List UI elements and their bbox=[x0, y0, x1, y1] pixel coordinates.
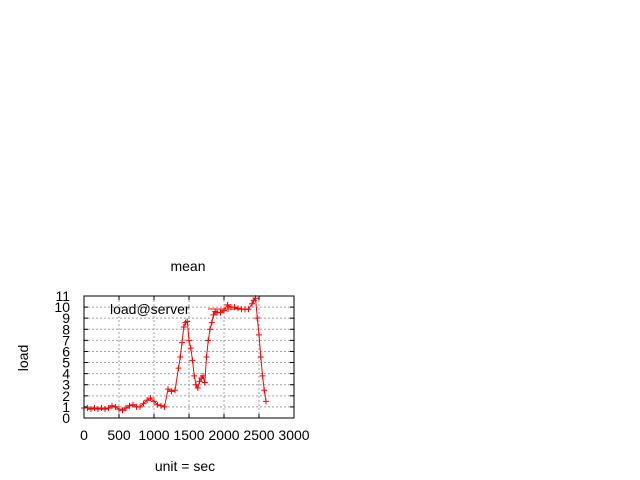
data-point bbox=[261, 387, 268, 394]
data-point bbox=[259, 372, 266, 379]
data-point bbox=[235, 305, 241, 312]
data-point bbox=[161, 403, 168, 410]
series-layer bbox=[81, 295, 269, 414]
data-point bbox=[109, 402, 115, 409]
data-point bbox=[263, 398, 269, 405]
data-point bbox=[196, 378, 203, 385]
data-point bbox=[105, 405, 112, 412]
data-point bbox=[116, 406, 122, 413]
y-tick-label: 3 bbox=[62, 377, 70, 393]
data-point bbox=[140, 400, 147, 407]
data-point bbox=[221, 307, 227, 314]
x-tick-label: 0 bbox=[80, 427, 88, 443]
y-tick-label: 10 bbox=[54, 299, 70, 315]
data-point bbox=[179, 339, 185, 346]
data-point bbox=[175, 365, 182, 372]
data-point bbox=[210, 311, 217, 318]
data-point bbox=[158, 402, 164, 409]
x-tick-label: 500 bbox=[107, 427, 131, 443]
y-tick-label: 0 bbox=[62, 410, 70, 426]
data-point bbox=[165, 386, 171, 393]
data-point bbox=[194, 385, 201, 392]
legend-marker-sample bbox=[225, 306, 231, 312]
data-point bbox=[256, 331, 262, 338]
data-point bbox=[172, 387, 178, 394]
legend: load@server bbox=[110, 301, 248, 317]
data-point bbox=[205, 337, 212, 344]
x-tick-label: 2500 bbox=[243, 427, 274, 443]
x-tick-label: 1500 bbox=[173, 427, 204, 443]
x-tick-label: 2000 bbox=[208, 427, 239, 443]
y-tick-label: 7 bbox=[62, 332, 70, 348]
y-axis-label: load bbox=[15, 345, 31, 371]
data-point bbox=[257, 354, 264, 360]
data-point bbox=[147, 395, 154, 402]
data-point bbox=[154, 401, 161, 408]
x-axis-label: unit = sec bbox=[155, 458, 215, 474]
data-point bbox=[123, 405, 129, 412]
data-point bbox=[186, 337, 192, 344]
data-point bbox=[91, 405, 98, 412]
data-point bbox=[130, 401, 136, 408]
data-point bbox=[191, 372, 198, 379]
data-point bbox=[189, 357, 196, 364]
data-point bbox=[102, 406, 108, 413]
data-point bbox=[193, 381, 199, 388]
data-point bbox=[254, 315, 261, 322]
data-point bbox=[180, 324, 187, 331]
data-point bbox=[217, 309, 224, 316]
x-tick-label: 3000 bbox=[278, 427, 309, 443]
data-point bbox=[184, 318, 191, 325]
data-point bbox=[201, 379, 208, 386]
data-point bbox=[98, 405, 105, 412]
y-tick-label: 1 bbox=[62, 399, 70, 415]
y-tick-label: 9 bbox=[62, 310, 70, 326]
data-point bbox=[95, 406, 101, 413]
data-point bbox=[137, 403, 143, 410]
data-point bbox=[203, 354, 210, 360]
y-tick-label: 11 bbox=[55, 288, 70, 304]
data-point bbox=[208, 319, 215, 326]
plot-frame bbox=[83, 295, 295, 419]
data-point bbox=[126, 402, 133, 409]
legend-entry-label: load@server bbox=[110, 301, 190, 317]
data-point bbox=[177, 354, 184, 360]
x-tick-label: 1000 bbox=[138, 427, 169, 443]
y-tick-label: 5 bbox=[62, 355, 70, 371]
y-tick-label: 6 bbox=[62, 343, 70, 359]
y-tick-label: 2 bbox=[62, 388, 70, 404]
data-point bbox=[151, 398, 157, 405]
y-tick-label: 4 bbox=[62, 366, 70, 382]
data-point bbox=[187, 345, 194, 352]
chart-title: mean bbox=[170, 258, 205, 274]
data-point bbox=[144, 397, 150, 404]
data-point bbox=[207, 326, 213, 333]
data-point bbox=[200, 372, 206, 379]
data-point bbox=[84, 405, 91, 412]
data-point bbox=[249, 300, 255, 307]
data-point bbox=[88, 406, 94, 413]
y-tick-label: 8 bbox=[62, 321, 70, 337]
data-point bbox=[168, 388, 175, 395]
data-point bbox=[112, 403, 119, 410]
data-point bbox=[119, 407, 126, 414]
